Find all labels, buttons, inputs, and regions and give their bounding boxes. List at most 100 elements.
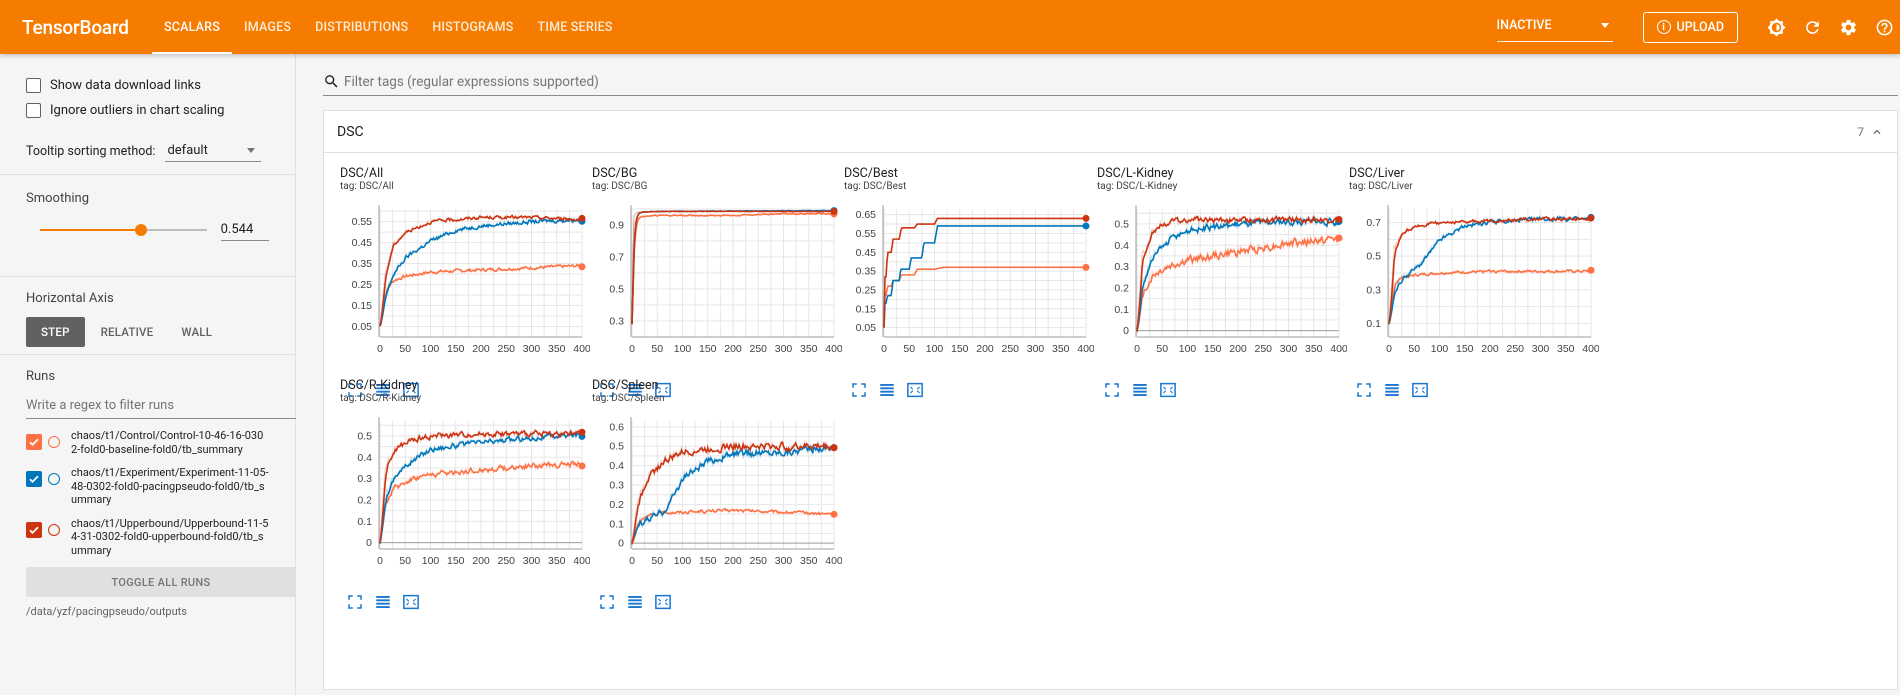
series-line[interactable]: [883, 217, 1086, 328]
checkbox-box[interactable]: [26, 78, 41, 93]
refresh-icon[interactable]: [1802, 17, 1822, 37]
series-line[interactable]: [379, 460, 583, 542]
series-end-point[interactable]: [578, 462, 586, 470]
smoothing-value-input[interactable]: 0.544: [220, 219, 269, 241]
fit-domain-icon[interactable]: [1159, 381, 1177, 399]
chevron-up-icon[interactable]: [1870, 125, 1884, 139]
tab-images[interactable]: IMAGES: [244, 19, 292, 35]
x-tick-label: 200: [1229, 343, 1247, 355]
axis-step-button[interactable]: STEP: [26, 317, 85, 347]
series-line[interactable]: [379, 218, 583, 327]
upload-button[interactable]: i UPLOAD: [1642, 11, 1738, 43]
series-end-point[interactable]: [1587, 214, 1595, 222]
series-end-point[interactable]: [830, 207, 838, 215]
log-scale-icon[interactable]: [878, 381, 896, 399]
fullscreen-icon[interactable]: [598, 381, 616, 399]
series-line[interactable]: [379, 264, 583, 327]
series-line[interactable]: [883, 266, 1086, 328]
caret-down-icon: [247, 148, 256, 153]
checkbox-box[interactable]: [26, 103, 41, 118]
fit-domain-icon[interactable]: [654, 381, 672, 399]
series-end-point[interactable]: [830, 444, 838, 452]
run-item[interactable]: chaos/t1/Experiment/Experiment-11-05-48-…: [26, 466, 269, 507]
run-item[interactable]: chaos/t1/Upperbound/Upperbound-11-54-31-…: [26, 517, 269, 558]
y-tick-label: 0.9: [609, 220, 624, 232]
log-scale-icon[interactable]: [1383, 381, 1401, 399]
series-line[interactable]: [379, 214, 583, 326]
chart-plot[interactable]: 0 50 100 150 200 250 300 350 400 0 0.1 0.2 0.3 0.4 0.5: [340, 409, 590, 589]
chart-plot[interactable]: 0 50 100 150 200 250 300 350 400 0 0.1 0.2 0.3 0.4 0.5: [1097, 197, 1347, 377]
toggle-all-runs-button[interactable]: TOGGLE ALL RUNS: [26, 567, 296, 597]
fullscreen-icon[interactable]: [1355, 381, 1373, 399]
chart-plot[interactable]: 0 50 100 150 200 250 300 350 400 0.05 0.15 0.25 0.35…: [844, 197, 1094, 377]
chart-plot[interactable]: 0 50 100 150 200 250 300 350 400 0 0.1 0.2 0.3 0.4 0.5…: [592, 409, 842, 589]
run-color-swatch[interactable]: [48, 523, 60, 536]
tab-distributions[interactable]: DISTRIBUTIONS: [315, 19, 409, 35]
run-checkbox[interactable]: [26, 434, 42, 450]
fit-domain-icon[interactable]: [654, 593, 672, 611]
series-end-point[interactable]: [578, 263, 586, 271]
series-line[interactable]: [1136, 235, 1340, 333]
help-icon[interactable]: [1874, 17, 1894, 37]
series-line[interactable]: [1136, 215, 1340, 331]
tab-time-series[interactable]: TIME SERIES: [537, 19, 613, 35]
smoothing-slider-thumb[interactable]: [135, 224, 148, 236]
fullscreen-icon[interactable]: [1103, 381, 1121, 399]
series-end-point[interactable]: [578, 428, 586, 436]
series-end-point[interactable]: [1335, 216, 1343, 224]
log-scale-icon[interactable]: [626, 381, 644, 399]
fit-domain-icon[interactable]: [1411, 381, 1429, 399]
settings-icon[interactable]: [1838, 17, 1858, 37]
series-line[interactable]: [379, 429, 583, 544]
series-end-point[interactable]: [1082, 214, 1090, 222]
tooltip-sort-select[interactable]: default: [165, 140, 262, 162]
axis-wall-button[interactable]: WALL: [181, 325, 213, 339]
series-line[interactable]: [1388, 216, 1592, 324]
series-line[interactable]: [631, 441, 835, 545]
dsc-group-header[interactable]: DSC 7: [324, 111, 1897, 153]
fullscreen-icon[interactable]: [346, 593, 364, 611]
brightness-icon[interactable]: [1766, 17, 1786, 37]
series-end-point[interactable]: [1082, 263, 1090, 271]
series-end-point[interactable]: [830, 510, 838, 518]
run-color-swatch[interactable]: [48, 436, 60, 448]
fit-domain-icon[interactable]: [906, 381, 924, 399]
tag-filter-input[interactable]: Filter tags (regular expressions support…: [323, 68, 1898, 96]
fit-domain-icon[interactable]: [402, 381, 420, 399]
smoothing-slider[interactable]: [40, 224, 207, 236]
tab-scalars[interactable]: SCALARS: [152, 0, 233, 54]
series-line[interactable]: [631, 212, 835, 325]
series-end-point[interactable]: [1082, 222, 1090, 230]
series-end-point[interactable]: [1587, 266, 1595, 274]
plugin-status-select[interactable]: INACTIVE: [1496, 12, 1613, 42]
axis-relative-button[interactable]: RELATIVE: [100, 325, 154, 339]
series-line[interactable]: [1388, 268, 1592, 324]
series-line[interactable]: [883, 225, 1086, 328]
run-color-swatch[interactable]: [48, 473, 60, 485]
series-end-point[interactable]: [578, 214, 586, 222]
run-item[interactable]: chaos/t1/Control/Control-10-46-16-0302-f…: [26, 429, 269, 456]
series-line[interactable]: [631, 210, 835, 325]
series-line[interactable]: [379, 431, 583, 544]
series-line[interactable]: [631, 444, 835, 543]
log-scale-icon[interactable]: [374, 381, 392, 399]
chart-plot[interactable]: 0 50 100 150 200 250 300 350 400 0.1 0.3 0.5 0.7: [1349, 197, 1599, 377]
tab-histograms[interactable]: HISTOGRAMS: [432, 19, 514, 35]
show-download-links-checkbox[interactable]: Show data download links: [26, 73, 269, 98]
x-tick-label: 300: [775, 343, 793, 355]
run-checkbox[interactable]: [26, 521, 42, 538]
chart-plot[interactable]: 0 50 100 150 200 250 300 350 400 0.3 0.5 0.7 0.9: [592, 197, 842, 377]
series-end-point[interactable]: [1335, 234, 1343, 242]
fullscreen-icon[interactable]: [598, 593, 616, 611]
runs-filter-input[interactable]: Write a regex to filter runs: [26, 394, 296, 419]
fit-domain-icon[interactable]: [402, 593, 420, 611]
ignore-outliers-checkbox[interactable]: Ignore outliers in chart scaling: [26, 98, 269, 123]
fullscreen-icon[interactable]: [850, 381, 868, 399]
fullscreen-icon[interactable]: [346, 381, 364, 399]
x-tick-label: 250: [1254, 343, 1272, 355]
log-scale-icon[interactable]: [1131, 381, 1149, 399]
log-scale-icon[interactable]: [626, 593, 644, 611]
run-checkbox[interactable]: [26, 471, 42, 487]
chart-plot[interactable]: 0 50 100 150 200 250 300 350 400 0.05 0.15 0.25 0.35…: [340, 197, 590, 377]
log-scale-icon[interactable]: [374, 593, 392, 611]
